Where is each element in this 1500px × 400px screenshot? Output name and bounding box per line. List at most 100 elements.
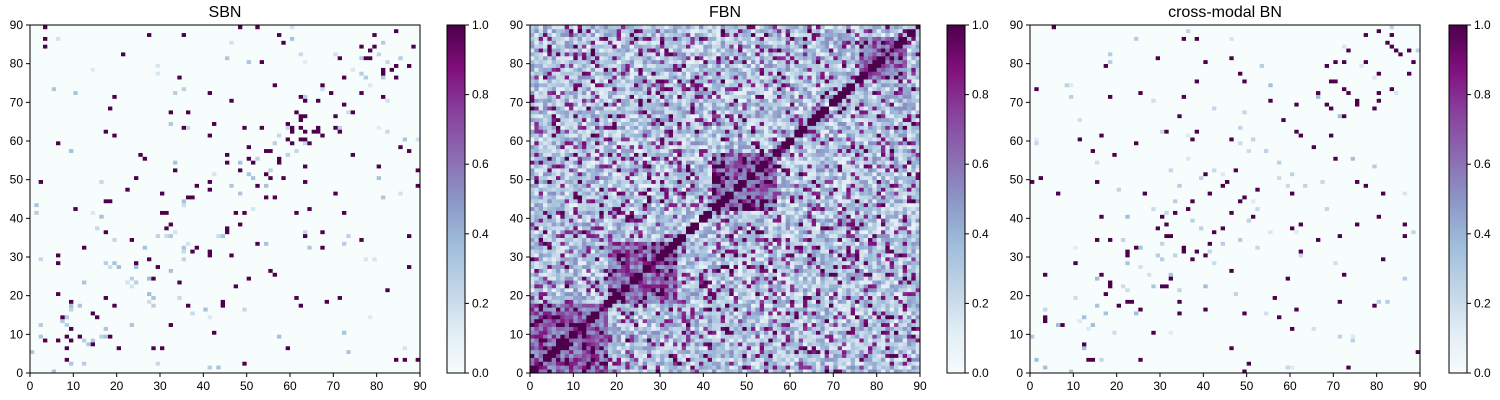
heatmap-cell [121,322,126,327]
heatmap-cell [34,202,40,208]
heatmap-cell [129,226,135,231]
heatmap-cell [95,226,100,231]
heatmap-cell [103,156,109,161]
heatmap-cell [394,260,399,266]
heatmap-cell [324,299,330,304]
heatmap-cell [376,175,382,181]
heatmap-cell [385,342,391,347]
heatmap-cell [363,311,369,316]
heatmap-cell [90,171,96,177]
heatmap-cell [177,168,183,173]
heatmap-cell [316,303,321,308]
heatmap-cell [147,299,152,304]
heatmap-cell [155,156,161,161]
heatmap-cell [333,342,339,347]
heatmap-cell [160,214,165,219]
heatmap-cell [294,303,300,308]
heatmap-cell [168,226,174,231]
heatmap-cell [350,295,356,300]
heatmap-cell [138,307,144,312]
heatmap-cell [333,249,339,254]
heatmap-cell [316,191,321,196]
heatmap-cell [73,291,79,297]
heatmap-cell [407,195,412,200]
heatmap-cell [320,191,326,196]
heatmap-cell [311,349,317,355]
heatmap-cell [199,257,204,262]
heatmap-cell [311,183,317,188]
heatmap-cell [411,315,417,320]
heatmap-cell [142,357,148,362]
heatmap-cell [303,280,308,285]
heatmap-cell [303,202,308,208]
heatmap-cell [229,160,235,165]
heatmap-cell [86,206,92,211]
heatmap-cell [225,284,230,289]
heatmap-cell [342,264,347,269]
heatmap-cell [329,295,334,300]
heatmap-cell [333,206,339,211]
heatmap-cell [246,245,252,250]
heatmap-cell [168,257,174,262]
heatmap-cell [272,195,278,200]
heatmap-cell [129,187,135,192]
heatmap-cell [99,361,105,366]
heatmap-cell [285,338,291,343]
heatmap-cell [86,291,92,297]
heatmap-cell [220,195,226,200]
heatmap-cell [342,206,347,211]
heatmap-cell [389,241,395,246]
heatmap-cell [216,287,222,293]
heatmap-cell [238,191,243,196]
heatmap-cell [298,318,304,324]
heatmap-cell [381,168,386,173]
heatmap-cell [138,156,144,161]
heatmap-cell [381,245,386,250]
heatmap-cell [99,253,105,258]
heatmap-cell [350,237,356,242]
heatmap-cell [38,349,44,355]
heatmap-cell [233,272,239,277]
heatmap-cell [225,303,230,308]
heatmap-cell [64,214,70,219]
heatmap-cell [285,287,291,293]
heatmap-cell [60,206,66,211]
heatmap-cell [259,245,265,250]
heatmap-cell [160,299,165,304]
heatmap-cell [116,353,122,358]
heatmap-cell [177,214,183,219]
heatmap-cell [199,226,204,231]
heatmap-cell [164,357,170,362]
heatmap-cell [346,245,352,250]
heatmap-cell [277,229,282,235]
heatmap-cell [34,315,40,320]
heatmap-cell [402,210,408,215]
heatmap-cell [242,260,248,266]
heatmap-cell [381,253,386,258]
heatmap-cell [277,160,282,165]
heatmap-cell [394,214,399,219]
heatmap-cell [394,357,399,362]
heatmap-cell [281,268,287,273]
heatmap-cell [116,318,122,324]
heatmap-cell [69,187,74,192]
heatmap-cell [255,353,261,358]
heatmap-cell [385,357,391,362]
heatmap-cell [181,342,187,347]
heatmap-cell [125,311,131,316]
heatmap-cell [359,257,365,262]
heatmap-cell [30,195,35,200]
heatmap-cell [264,195,269,200]
heatmap-cell [394,229,399,235]
heatmap-cell [173,226,178,231]
heatmap-cell [350,202,356,208]
heatmap-cell [181,303,187,308]
heatmap-cell [64,299,70,304]
heatmap-cell [385,299,391,304]
heatmap-cell [38,295,44,300]
heatmap-cell [363,369,369,374]
heatmap-cell [350,175,356,181]
heatmap-cell [43,156,48,161]
heatmap-cell [99,280,105,285]
heatmap-cell [177,183,183,188]
